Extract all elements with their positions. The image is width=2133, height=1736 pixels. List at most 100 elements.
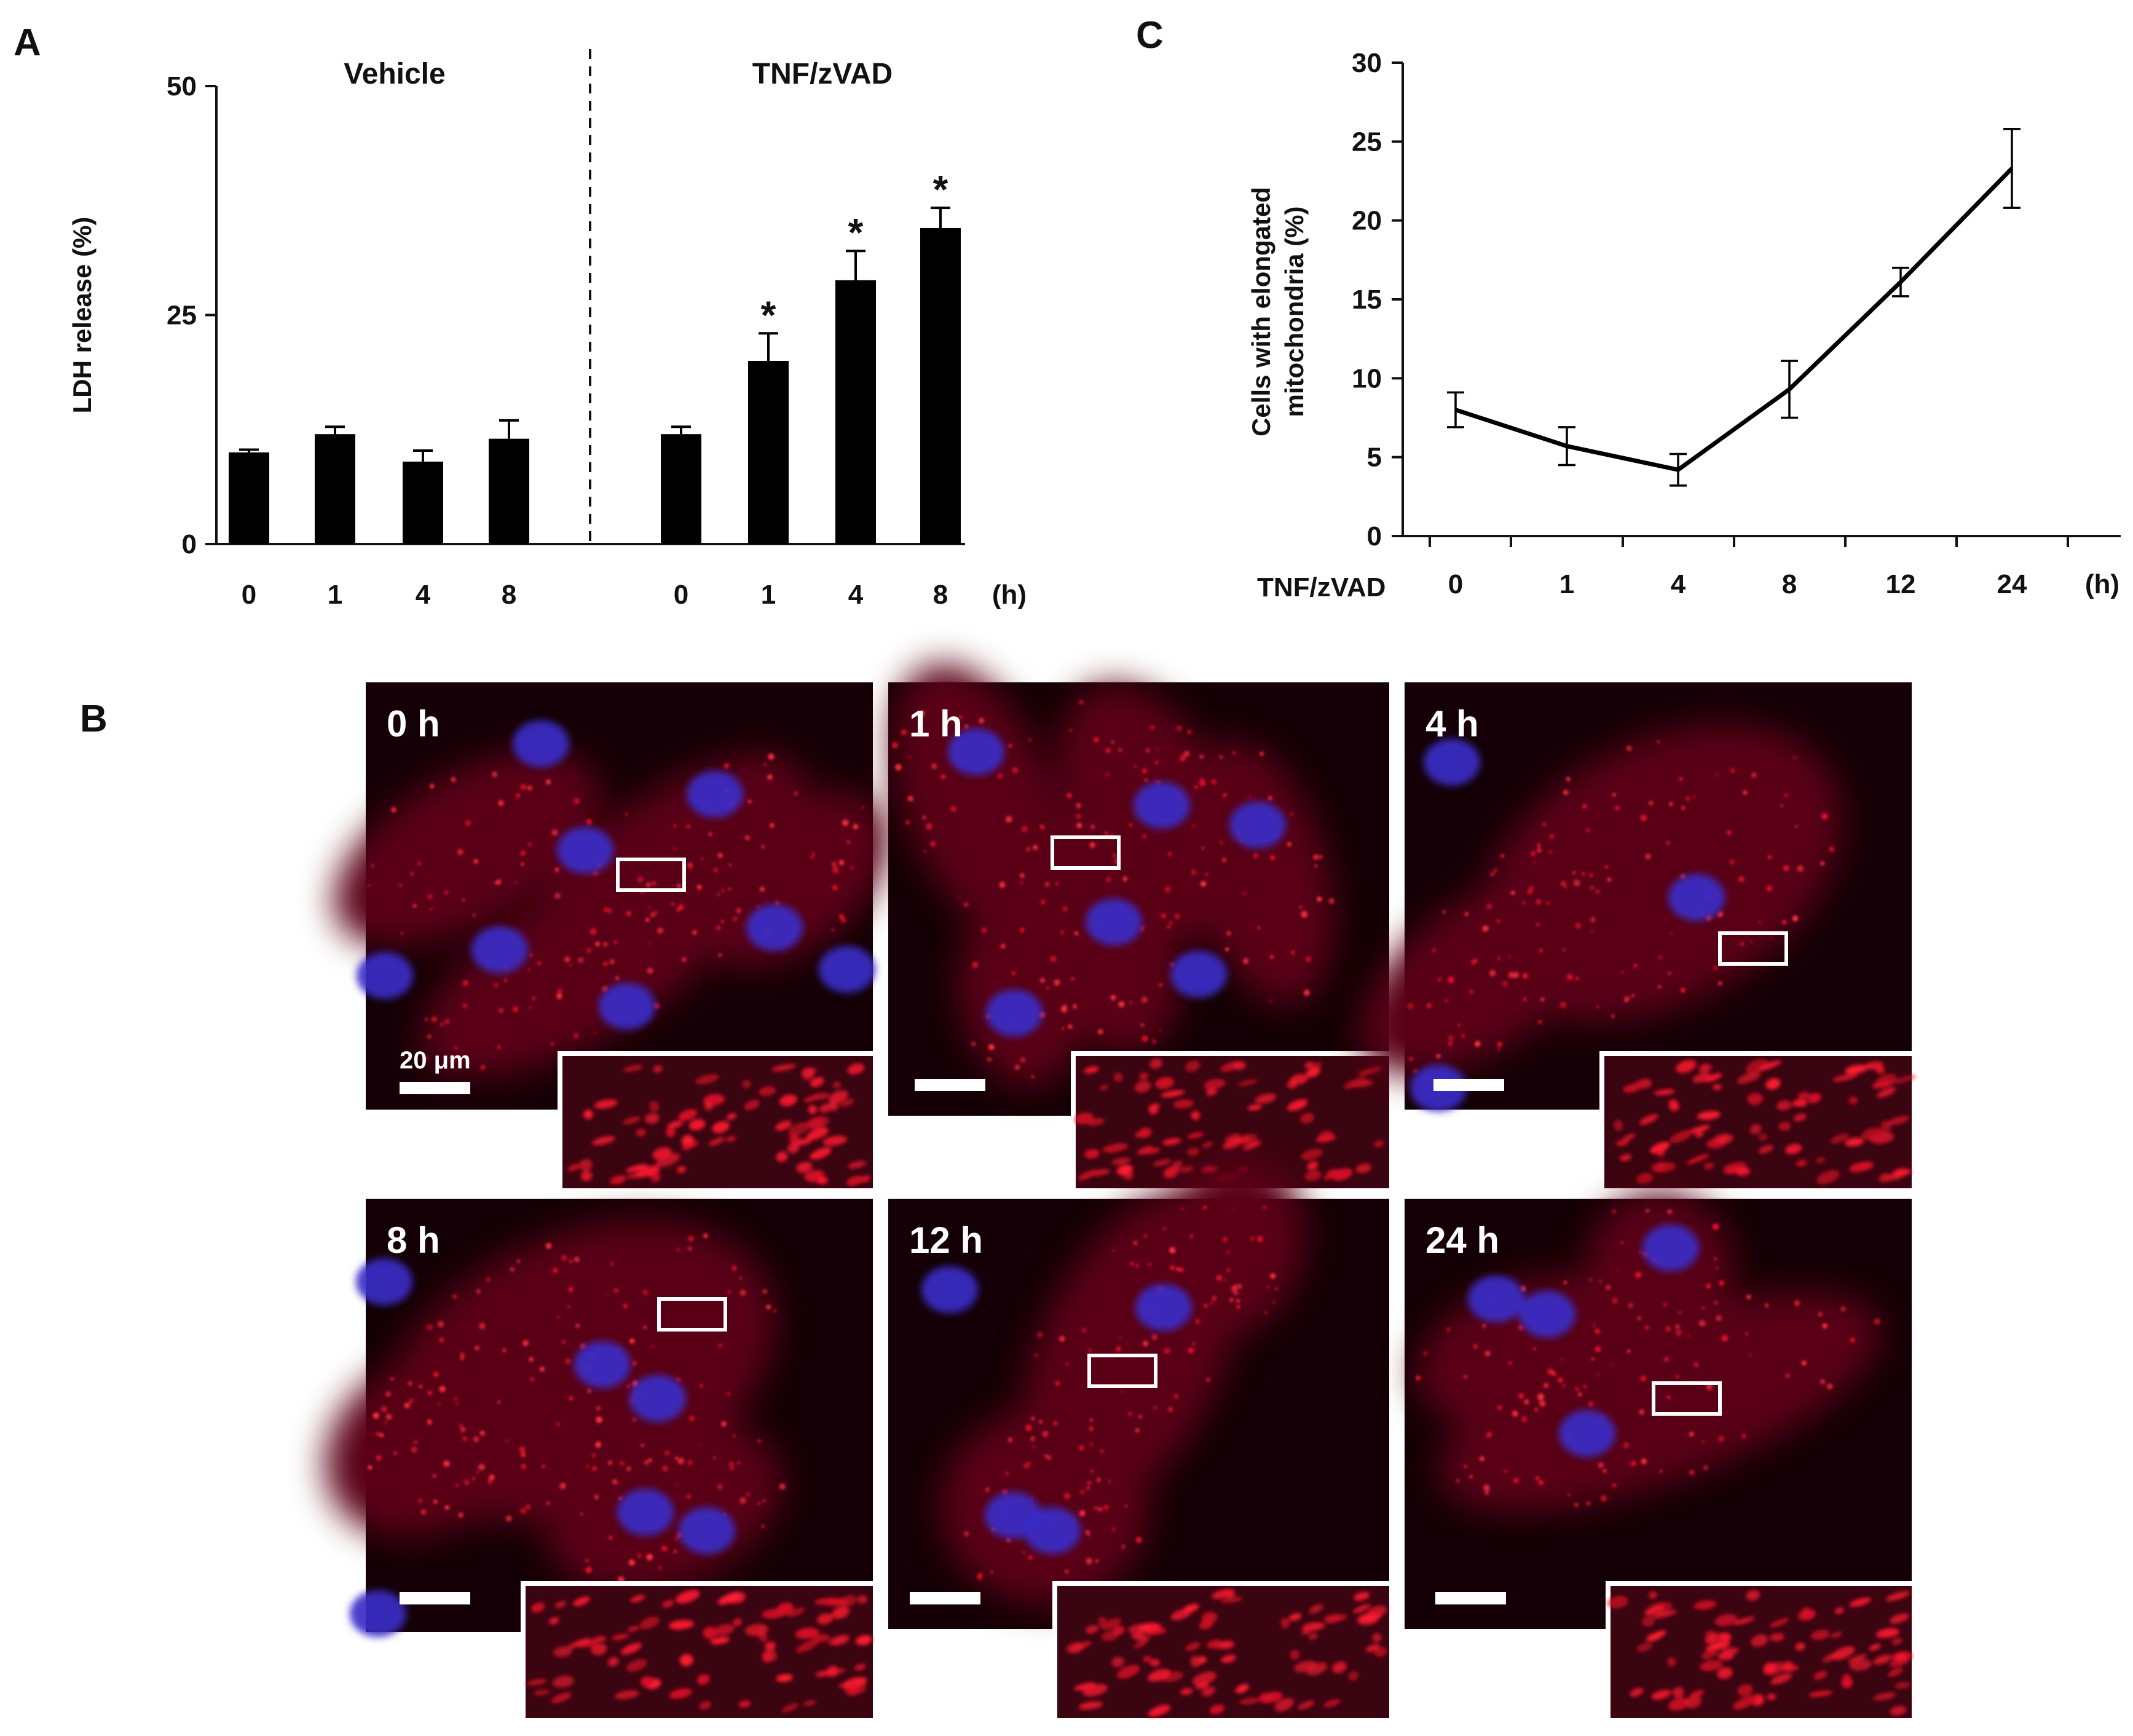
inset-mitochondrion	[1191, 1111, 1201, 1120]
mitochondrion	[1678, 776, 1683, 781]
mitochondrion	[602, 942, 608, 947]
mitochondrion	[1201, 846, 1205, 850]
inset-mitochondrion	[703, 1627, 717, 1639]
mitochondrion	[1536, 899, 1542, 905]
mitochondrion	[658, 1566, 663, 1570]
mitochondrion	[444, 890, 449, 895]
mitochondrion	[708, 832, 712, 836]
mitochondrion	[654, 910, 658, 914]
mitochondrion	[1523, 997, 1527, 1002]
mitochondrion	[557, 988, 562, 993]
mitochondrion	[757, 1439, 762, 1443]
inset-mitochondrion	[1722, 1161, 1746, 1171]
mitochondrion	[605, 1292, 609, 1295]
mitochondrion	[1158, 1029, 1162, 1032]
inset-mitochondrion	[1834, 1607, 1844, 1614]
zoom-inset	[558, 1051, 873, 1188]
inset-mitochondrion	[787, 1143, 799, 1154]
mitochondrion	[452, 1294, 458, 1300]
mitochondrion	[1086, 1480, 1092, 1486]
inset-mitochondrion	[1197, 1656, 1207, 1664]
mitochondrion	[1626, 1349, 1631, 1354]
mitochondrion	[1012, 767, 1019, 774]
mitochondrion	[1546, 901, 1550, 905]
inset-mitochondrion	[1652, 1610, 1678, 1619]
mitochondrion	[613, 1288, 619, 1293]
x-tick-label: 8	[1782, 569, 1797, 599]
inset-mitochondrion	[1066, 1642, 1084, 1654]
mitochondrion	[1827, 1383, 1833, 1390]
mitochondrion	[664, 1450, 671, 1456]
mitochondrion	[1089, 1442, 1094, 1446]
inset-mitochondrion	[1172, 1161, 1183, 1169]
mitochondrion	[1068, 1024, 1073, 1029]
mitochondrion	[1205, 1377, 1210, 1382]
mitochondrion	[546, 1501, 550, 1505]
inset-mitochondrion	[1769, 1618, 1789, 1628]
mitochondrion	[673, 847, 676, 851]
mitochondrion	[1715, 773, 1719, 776]
inset-mitochondrion	[1894, 1682, 1910, 1689]
cell-body	[893, 664, 1062, 934]
inset-mitochondrion	[1831, 1646, 1855, 1660]
mitochondrion	[1479, 1456, 1484, 1462]
mitochondrion	[1463, 1375, 1468, 1379]
mitochondrion	[512, 1006, 519, 1012]
mitochondrion	[1031, 1075, 1035, 1079]
zoom-inset	[1606, 1581, 1912, 1718]
inset-mitochondrion	[591, 1135, 615, 1146]
mitochondrion	[649, 941, 651, 944]
inset-mitochondrion	[610, 1175, 626, 1185]
mitochondrion	[717, 953, 722, 958]
mitochondrion	[1432, 947, 1437, 953]
inset-mitochondrion	[1722, 1647, 1739, 1655]
inset-mitochondrion	[1138, 1635, 1150, 1643]
mitochondrion	[1303, 989, 1310, 996]
mitochondrion	[385, 1391, 391, 1397]
mitochondrion	[672, 824, 676, 828]
inset-mitochondrion	[614, 1690, 640, 1700]
mitochondrion	[1223, 1278, 1227, 1282]
inset-mitochondrion	[1873, 1692, 1896, 1700]
mitochondrion	[413, 1440, 418, 1444]
mitochondrion	[1200, 881, 1207, 887]
mitochondrion	[908, 756, 911, 759]
inset-mitochondrion	[1154, 1076, 1175, 1089]
x-tick-label: 0	[674, 580, 688, 610]
mitochondrion	[1121, 1545, 1126, 1549]
mitochondrion	[1689, 1469, 1695, 1475]
inset-mitochondrion	[1138, 1147, 1161, 1155]
inset-mitochondrion	[662, 1600, 674, 1608]
mitochondrion	[1034, 1353, 1038, 1357]
mitochondrion	[629, 1338, 635, 1344]
mitochondrion	[996, 773, 1003, 779]
inset-mitochondrion	[726, 1135, 736, 1142]
inset-mitochondrion	[1848, 1096, 1858, 1105]
mitochondrion	[1044, 882, 1050, 887]
inset-mitochondrion	[607, 1657, 619, 1667]
mitochondrion	[1407, 1003, 1414, 1010]
mitochondrion	[398, 883, 402, 888]
inset-mitochondrion	[1889, 1613, 1909, 1624]
x-tick-label: 1	[1559, 569, 1574, 599]
y-axis-title-line: mitochondria (%)	[1280, 207, 1309, 417]
mitochondrion	[1046, 987, 1049, 990]
mitochondrion	[1464, 912, 1469, 917]
mitochondrion	[1199, 754, 1204, 759]
mitochondrion	[1130, 1261, 1134, 1266]
mitochondrion	[1563, 789, 1569, 795]
time-label: 0 h	[387, 703, 440, 744]
inset-mitochondrion	[1724, 1166, 1748, 1174]
inset-mitochondrion	[1795, 1643, 1805, 1651]
mitochondrion	[569, 963, 572, 967]
mitochondrion	[678, 904, 684, 910]
mitochondrion	[1663, 1302, 1668, 1307]
mitochondrion	[673, 1550, 677, 1553]
inset-mitochondrion	[1849, 1161, 1874, 1172]
mitochondrion	[1703, 1465, 1708, 1470]
mitochondrion	[1489, 969, 1496, 977]
nucleus	[1170, 951, 1227, 998]
x-tick-label: 0	[1448, 569, 1463, 599]
mitochondrion	[1004, 1471, 1009, 1476]
micrograph-grid: 0 h 20 μm 1 h 4 h 8 h 12 h 24 h	[325, 664, 1917, 1718]
